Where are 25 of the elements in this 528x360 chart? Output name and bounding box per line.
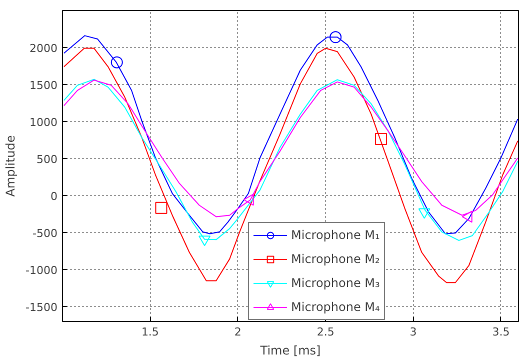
legend-label: Microphone M₄ <box>291 300 380 314</box>
y-tick-label: -1500 <box>26 301 58 314</box>
x-tick-label: 3.5 <box>492 326 510 338</box>
y-tick-label: -500 <box>32 227 58 240</box>
y-tick-label: -1000 <box>26 264 58 278</box>
point <box>155 202 168 214</box>
x-tick-label: 2.5 <box>316 326 334 338</box>
point <box>198 236 211 246</box>
y-tick-label: 2000 <box>30 42 58 56</box>
point <box>330 31 342 44</box>
y-tick-label: 1500 <box>30 79 58 92</box>
y-tick-label: 0 <box>50 190 58 204</box>
point <box>375 132 387 145</box>
legend-label: Microphone M₂ <box>291 252 380 266</box>
y-tick-label: 500 <box>36 153 58 166</box>
point <box>110 56 123 68</box>
point <box>418 208 430 219</box>
x-tick-label: 2 <box>234 326 242 338</box>
x-tick-label: 3 <box>410 326 417 338</box>
legend-label: Microphone M₁ <box>291 228 380 242</box>
y-tick-label: 1000 <box>30 116 58 130</box>
y-axis-title: Amplitude <box>4 135 18 197</box>
x-tick-label: 1.5 <box>141 326 159 338</box>
legend-label: Microphone M₃ <box>291 276 380 290</box>
x-axis-title: Time [ms] <box>259 344 321 358</box>
